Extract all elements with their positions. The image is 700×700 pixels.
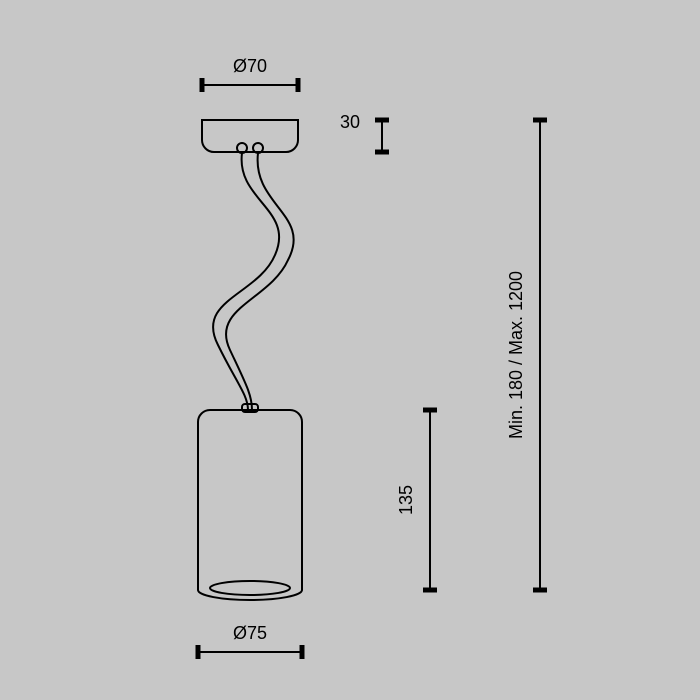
dim-overall-height-label: Min. 180 / Max. 1200 bbox=[506, 271, 526, 439]
dim-body-height-label: 135 bbox=[396, 485, 416, 515]
dim-body-diameter-label: Ø75 bbox=[233, 623, 267, 643]
dim-canopy-height-label: 30 bbox=[340, 112, 360, 132]
dim-canopy-diameter-label: Ø70 bbox=[233, 56, 267, 76]
diagram-svg: Ø70 30 135 Min. 180 / Max. 1200 Ø75 bbox=[0, 0, 700, 700]
background bbox=[0, 0, 700, 700]
pendant-light-dimension-diagram: Ø70 30 135 Min. 180 / Max. 1200 Ø75 bbox=[0, 0, 700, 700]
